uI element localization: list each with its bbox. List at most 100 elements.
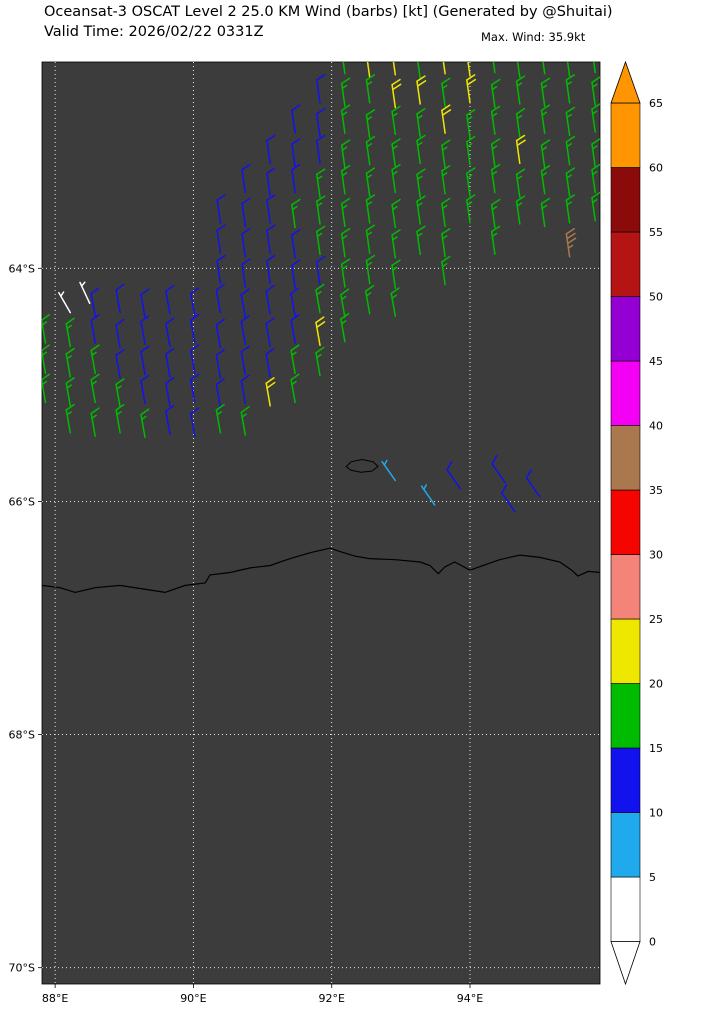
- y-tick-label: 66°S: [9, 495, 35, 508]
- wind-barb: [215, 318, 225, 349]
- wind-barb: [140, 315, 150, 345]
- y-tick-label: 70°S: [9, 962, 35, 975]
- colorbar-tick-label: 30: [649, 549, 663, 562]
- wind-barb: [391, 259, 401, 289]
- colorbar-segment: [610, 102, 641, 168]
- wind-barb: [90, 407, 100, 437]
- wind-barb: [190, 314, 200, 344]
- wind-barb: [316, 225, 326, 256]
- wind-barb: [365, 167, 376, 197]
- wind-barb: [391, 138, 401, 168]
- colorbar-tick-label: 65: [649, 97, 663, 110]
- wind-barb: [290, 373, 300, 404]
- wind-barb: [290, 314, 300, 344]
- wind-barb: [515, 168, 526, 198]
- wind-barb: [165, 284, 175, 315]
- wind-barb: [365, 254, 376, 285]
- wind-barbs-layer: [42, 62, 600, 513]
- wind-barb: [316, 74, 326, 104]
- wind-barb: [115, 283, 125, 314]
- chart-title: Oceansat-3 OSCAT Level 2 25.0 KM Wind (b…: [44, 4, 613, 20]
- wind-barb: [340, 139, 351, 169]
- wind-barb: [90, 314, 100, 344]
- wind-barb: [79, 281, 91, 305]
- wind-barb: [591, 191, 600, 222]
- wind-barb: [290, 287, 300, 317]
- wind-barb: [591, 103, 600, 133]
- wind-barb: [241, 258, 251, 288]
- colorbar-segment: [610, 425, 641, 491]
- wind-barb: [115, 349, 125, 379]
- wind-barb: [490, 138, 501, 168]
- wind-barb: [441, 62, 446, 75]
- wind-barb: [291, 104, 301, 134]
- wind-barb: [420, 484, 436, 506]
- wind-barb: [441, 228, 451, 258]
- wind-barb: [540, 104, 551, 134]
- wind-barb: [416, 168, 426, 198]
- wind-barb: [241, 197, 251, 228]
- wind-barb: [416, 225, 426, 256]
- wind-barb: [265, 347, 275, 378]
- wind-barb: [190, 373, 200, 404]
- colorbar-segment: [610, 167, 641, 233]
- wind-barb: [340, 165, 351, 195]
- wind-barb: [265, 377, 276, 407]
- colorbar-tick-label: 0: [649, 936, 656, 949]
- wind-barb: [365, 109, 376, 139]
- colorbar-tick-label: 35: [649, 484, 663, 497]
- wind-barb: [65, 317, 75, 348]
- wind-barb: [416, 195, 426, 225]
- wind-barb: [466, 167, 476, 197]
- wind-barb: [515, 62, 521, 78]
- axis-tick-labels: 88°E 90°E 92°E 94°E 64°S 66°S 68°S 70°S: [9, 262, 484, 1005]
- wind-barb: [90, 287, 100, 317]
- wind-barb: [441, 104, 452, 134]
- wind-barb: [340, 288, 350, 319]
- wind-barb: [315, 346, 325, 377]
- wind-barb: [490, 225, 501, 256]
- wind-barb: [441, 139, 451, 169]
- colorbar-segment: [610, 554, 641, 620]
- wind-barb: [42, 373, 50, 404]
- x-tick-label: 88°E: [42, 992, 68, 1005]
- wind-barb: [316, 195, 326, 225]
- wind-barb: [316, 107, 326, 138]
- colorbar-segment: [610, 876, 641, 942]
- wind-barb: [540, 197, 551, 228]
- wind-barb: [140, 288, 150, 319]
- wind-barb: [490, 198, 501, 229]
- coastline-layer: [42, 458, 600, 594]
- wind-barb: [140, 345, 150, 376]
- wind-barb: [365, 62, 371, 78]
- wind-barb: [365, 194, 376, 224]
- colorbar-segment: [610, 360, 641, 426]
- colorbar-tick-label: 45: [649, 355, 663, 368]
- wind-barb: [240, 406, 250, 436]
- wind-barb: [565, 62, 571, 77]
- wind-barb: [241, 163, 251, 194]
- wind-barb: [540, 139, 551, 169]
- wind-barb: [441, 197, 451, 228]
- wind-barb: [190, 287, 200, 317]
- wind-barb: [515, 107, 526, 138]
- wind-barb: [266, 194, 276, 224]
- wind-barb: [441, 165, 451, 195]
- wind-barb: [565, 167, 576, 197]
- wind-barb: [381, 459, 397, 482]
- wind-barb: [591, 163, 600, 194]
- wind-barb: [565, 74, 576, 104]
- colorbar-tick-label: 5: [649, 871, 656, 884]
- wind-barb: [540, 77, 551, 108]
- wind-barb: [65, 403, 75, 434]
- wind-barb: [340, 258, 351, 288]
- wind-barb: [65, 377, 75, 407]
- wind-barb: [591, 138, 600, 168]
- wind-barb: [515, 75, 526, 105]
- wind-barb: [316, 168, 326, 198]
- wind-barb: [565, 228, 577, 258]
- wind-barb: [165, 377, 175, 407]
- wind-barb: [491, 455, 507, 484]
